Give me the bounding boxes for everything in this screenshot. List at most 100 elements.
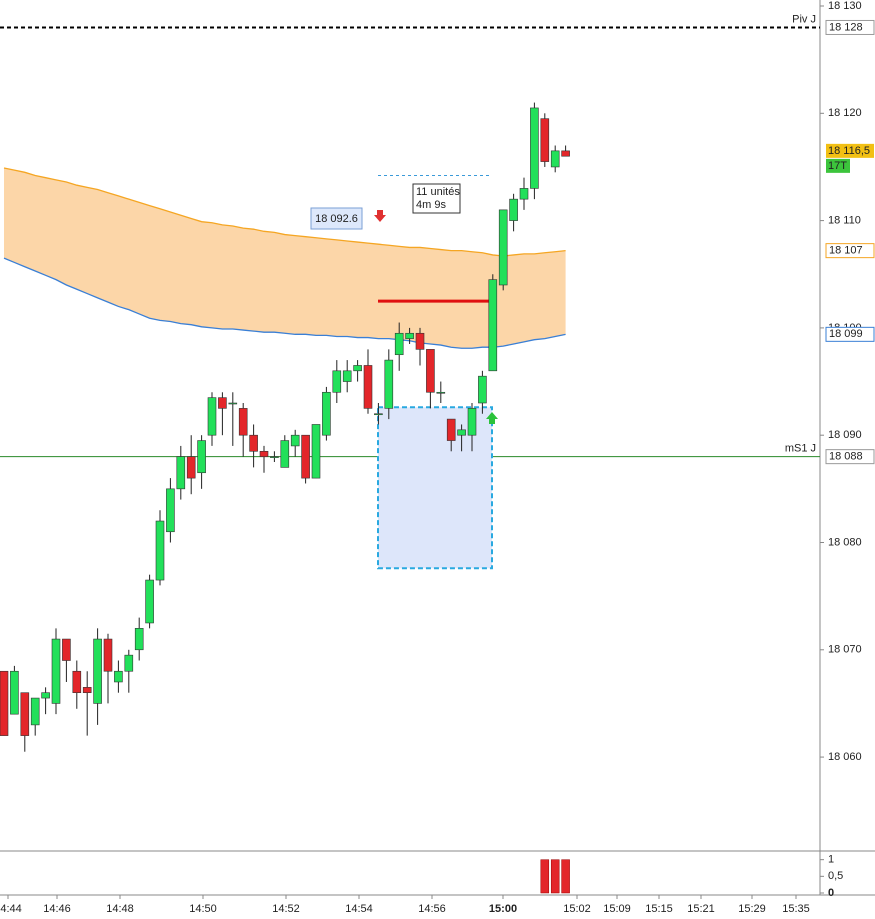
y-tick-label: 18 080 [828, 536, 862, 548]
level-badge [825, 19, 875, 35]
sell-arrow [374, 210, 386, 222]
candle-body [405, 332, 414, 339]
candle-body [186, 456, 196, 479]
candle-body [145, 579, 154, 624]
last-price-badge [826, 143, 874, 158]
y-tick-label: 18 110 [828, 215, 861, 227]
last-price-label: 18 116,5 [828, 145, 870, 157]
candle-body [30, 697, 40, 726]
candle-body [332, 370, 342, 393]
volume-tick-label: 0,5 [828, 870, 843, 882]
candle-body [363, 365, 373, 409]
band-upper-label: 18 107 [829, 245, 863, 257]
candle-body [207, 397, 217, 436]
volume-bar [540, 859, 550, 894]
candle-body [134, 628, 144, 651]
level-name: Piv J [792, 13, 816, 25]
candle-body [176, 456, 186, 490]
x-tick-label: 15:29 [738, 903, 766, 915]
candle-body [436, 391, 446, 394]
y-tick-label: 18 060 [828, 751, 862, 763]
y-tick-label: 18 130 [828, 0, 862, 12]
candle-body [540, 118, 550, 162]
band-lower-badge [825, 326, 875, 342]
candle-body [353, 365, 362, 372]
candle-body [457, 429, 466, 436]
info-line: 11 unités [416, 186, 460, 198]
candle-body [478, 375, 487, 404]
candle-body [20, 692, 30, 736]
candle-body [530, 107, 539, 189]
candle-body [82, 687, 92, 694]
candle-body [550, 150, 560, 168]
candle-body [311, 424, 321, 479]
x-tick-label: 14:54 [345, 903, 373, 915]
tick-count: 17T [828, 160, 847, 172]
candle-body [488, 279, 498, 372]
band-lower-label: 18 099 [829, 328, 863, 340]
candle-body [259, 450, 269, 457]
candle-body [509, 198, 518, 221]
candle-body [561, 150, 570, 157]
candle-body [166, 488, 175, 533]
candle-body [114, 670, 123, 683]
candle-body [197, 440, 206, 474]
level-label: 18 088 [829, 451, 863, 463]
candle-body [467, 408, 477, 436]
candle-body [10, 670, 19, 715]
candle-body [238, 408, 248, 436]
candle-body [374, 413, 383, 416]
x-tick-label: 14:50 [189, 903, 217, 915]
candle-body [228, 402, 238, 405]
candle-body [280, 440, 290, 468]
candle-body [426, 349, 435, 393]
candle-body [103, 638, 113, 672]
level-label: 18 128 [829, 21, 863, 33]
x-tick-label: 14:48 [106, 903, 134, 915]
volume-bar [561, 859, 570, 894]
level-badge [825, 449, 875, 465]
candle-body [290, 434, 300, 447]
band-upper-badge [825, 243, 875, 259]
candle-body [51, 638, 61, 704]
band-fill [4, 168, 566, 349]
band-lower-line [3, 257, 566, 349]
order-label: 18 092.6 [315, 213, 358, 225]
volume-tick-label: 1 [828, 854, 834, 866]
volume-tick-label: 0 [828, 887, 834, 899]
candle-body [415, 332, 425, 350]
order-label-box [310, 207, 363, 230]
info-box [412, 183, 461, 214]
y-tick-label: 18 090 [828, 429, 862, 441]
x-tick-label: 14:44 [0, 903, 22, 915]
candle-body [301, 434, 310, 479]
x-tick-label: 15:21 [687, 903, 715, 915]
candle-body [249, 434, 258, 452]
candle-body [62, 638, 71, 661]
x-tick-label: 14:46 [43, 903, 71, 915]
buy-arrow [486, 412, 498, 424]
x-tick-label: 15:00 [489, 903, 517, 915]
candle-body [322, 391, 331, 436]
level-name: mS1 J [785, 443, 816, 455]
x-tick-label: 15:02 [563, 903, 591, 915]
tick-count-badge [826, 158, 850, 173]
candle-body [72, 670, 82, 694]
x-tick-label: 14:52 [272, 903, 300, 915]
y-tick-label: 18 120 [828, 107, 862, 119]
candle-body [394, 332, 404, 356]
candle-body [0, 670, 9, 736]
volume-bar [550, 859, 560, 894]
x-tick-label: 15:35 [782, 903, 810, 915]
candle-body [498, 209, 508, 286]
candle-body [446, 418, 456, 441]
candle-body [93, 638, 102, 704]
candle-body [218, 397, 227, 409]
candle-body [41, 692, 50, 699]
x-tick-label: 15:09 [603, 903, 631, 915]
x-tick-label: 14:56 [418, 903, 446, 915]
candle-body [270, 456, 279, 458]
candle-body [155, 520, 165, 581]
band-upper-line [3, 167, 566, 257]
